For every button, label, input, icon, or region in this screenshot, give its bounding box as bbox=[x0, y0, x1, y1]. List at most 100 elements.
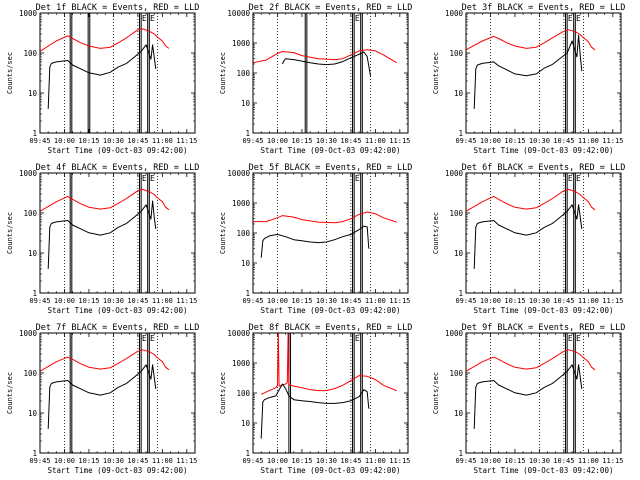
y-tick-label: 100 bbox=[23, 49, 37, 58]
x-tick-label: 10:15 bbox=[291, 457, 312, 465]
y-tick-label: 1 bbox=[32, 289, 37, 298]
x-tick-label: 11:15 bbox=[176, 457, 197, 465]
panel-title: Det 3f BLACK = Events, RED = LLD bbox=[462, 3, 626, 13]
y-axis-label: Counts/sec bbox=[432, 212, 440, 254]
y-tick-label: 10000 bbox=[227, 169, 250, 178]
x-tick-label: 10:15 bbox=[504, 457, 525, 465]
detector-panel-7: Det 7f BLACK = Events, RED = LLD Counts/s… bbox=[6, 323, 199, 475]
y-tick-label: 1 bbox=[458, 129, 463, 138]
lld-series-line bbox=[253, 211, 397, 224]
x-tick-label: 11:15 bbox=[602, 297, 623, 305]
x-tick-label: 11:00 bbox=[365, 137, 386, 145]
x-tick-label: 10:00 bbox=[267, 297, 288, 305]
x-axis-label: Start Time (09-Oct-03 09:42:00) bbox=[474, 466, 614, 475]
panel-title: Det 9f BLACK = Events, RED = LLD bbox=[462, 323, 626, 333]
y-tick-label: 10000 bbox=[227, 9, 250, 18]
x-tick-label: 10:45 bbox=[553, 457, 574, 465]
flag-label: E bbox=[150, 174, 155, 183]
events-series-line bbox=[473, 364, 583, 429]
x-tick-label: 09:45 bbox=[455, 457, 476, 465]
flag-label: E bbox=[568, 14, 573, 23]
y-tick-label: 100 bbox=[23, 209, 37, 218]
lld-series-line bbox=[40, 349, 170, 372]
panel-data bbox=[466, 173, 596, 293]
x-tick-label: 10:45 bbox=[127, 137, 148, 145]
panel-title: Det 1f BLACK = Events, RED = LLD bbox=[36, 3, 200, 13]
lld-series-line bbox=[40, 188, 170, 212]
lld-series-line bbox=[40, 28, 170, 52]
y-axis-label: Counts/sec bbox=[6, 372, 14, 414]
panel-data bbox=[253, 173, 397, 293]
x-tick-label: 11:15 bbox=[602, 457, 623, 465]
events-series-line bbox=[47, 364, 157, 429]
x-tick-label: 10:15 bbox=[504, 137, 525, 145]
flag-label: E bbox=[355, 14, 360, 23]
plot-frame bbox=[252, 332, 409, 454]
y-tick-label: 1 bbox=[245, 129, 250, 138]
lld-series-line bbox=[466, 29, 596, 51]
y-axis-label: Counts/sec bbox=[219, 212, 227, 254]
x-tick-label: 09:45 bbox=[242, 297, 263, 305]
x-tick-label: 09:45 bbox=[455, 297, 476, 305]
x-tick-label: 10:15 bbox=[504, 297, 525, 305]
events-series-line bbox=[47, 200, 157, 269]
panel-data bbox=[466, 13, 596, 133]
flag-label: E bbox=[576, 334, 581, 343]
x-tick-label: 11:00 bbox=[152, 137, 173, 145]
plot-frame bbox=[465, 12, 622, 134]
x-tick-label: 10:45 bbox=[340, 137, 361, 145]
x-axis-label: Start Time (09-Oct-03 09:42:00) bbox=[48, 466, 188, 475]
events-series-line bbox=[473, 34, 583, 109]
panel-data bbox=[40, 333, 170, 453]
x-tick-label: 11:15 bbox=[389, 457, 410, 465]
events-series-line bbox=[260, 383, 370, 439]
panel-title: Det 5f BLACK = Events, RED = LLD bbox=[249, 163, 413, 173]
x-tick-label: 10:30 bbox=[529, 137, 550, 145]
y-tick-label: 1 bbox=[458, 289, 463, 298]
x-tick-label: 10:45 bbox=[553, 137, 574, 145]
flag-label: E bbox=[576, 14, 581, 23]
y-tick-label: 100 bbox=[449, 369, 463, 378]
x-tick-label: 10:00 bbox=[54, 137, 75, 145]
x-tick-label: 09:45 bbox=[242, 457, 263, 465]
panel-title: Det 7f BLACK = Events, RED = LLD bbox=[36, 323, 200, 333]
x-tick-label: 11:15 bbox=[176, 297, 197, 305]
x-tick-label: 10:45 bbox=[340, 297, 361, 305]
x-axis-label: Start Time (09-Oct-03 09:42:00) bbox=[48, 306, 188, 315]
x-axis-label: Start Time (09-Oct-03 09:42:00) bbox=[474, 306, 614, 315]
detector-panel-2: Det 2f BLACK = Events, RED = LLD Counts/s… bbox=[219, 3, 412, 155]
x-tick-label: 11:00 bbox=[365, 457, 386, 465]
x-tick-label: 10:30 bbox=[529, 297, 550, 305]
x-tick-label: 09:45 bbox=[455, 137, 476, 145]
x-tick-label: 10:00 bbox=[267, 137, 288, 145]
x-tick-label: 10:30 bbox=[316, 457, 337, 465]
detector-panel-5: Det 5f BLACK = Events, RED = LLD Counts/s… bbox=[219, 163, 412, 315]
y-tick-label: 1000 bbox=[445, 9, 464, 18]
y-tick-label: 1000 bbox=[232, 359, 251, 368]
x-tick-label: 10:15 bbox=[78, 297, 99, 305]
x-tick-label: 11:00 bbox=[152, 297, 173, 305]
x-tick-label: 11:15 bbox=[602, 137, 623, 145]
x-tick-label: 10:45 bbox=[553, 297, 574, 305]
y-tick-label: 10 bbox=[454, 89, 464, 98]
panel-data bbox=[260, 333, 397, 453]
x-tick-label: 10:00 bbox=[267, 457, 288, 465]
x-tick-label: 11:00 bbox=[365, 297, 386, 305]
x-tick-label: 10:00 bbox=[480, 297, 501, 305]
flag-label: E bbox=[142, 14, 147, 23]
y-tick-label: 100 bbox=[449, 209, 463, 218]
y-axis-label: Counts/sec bbox=[219, 372, 227, 414]
x-tick-label: 10:15 bbox=[78, 137, 99, 145]
flag-label: E bbox=[142, 174, 147, 183]
x-tick-label: 11:15 bbox=[389, 297, 410, 305]
y-tick-label: 100 bbox=[23, 369, 37, 378]
x-tick-label: 10:00 bbox=[480, 457, 501, 465]
y-tick-label: 1000 bbox=[232, 199, 251, 208]
y-tick-label: 10 bbox=[454, 249, 464, 258]
y-tick-label: 10 bbox=[241, 419, 251, 428]
panel-title: Det 6f BLACK = Events, RED = LLD bbox=[462, 163, 626, 173]
x-tick-label: 09:45 bbox=[29, 137, 50, 145]
y-tick-label: 100 bbox=[236, 69, 250, 78]
x-tick-label: 10:15 bbox=[78, 457, 99, 465]
panel-title: Det 4f BLACK = Events, RED = LLD bbox=[36, 163, 200, 173]
